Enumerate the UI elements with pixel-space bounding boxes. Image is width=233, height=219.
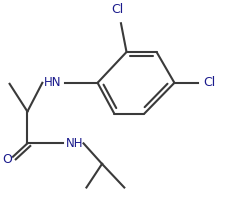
Text: Cl: Cl xyxy=(111,3,124,16)
Text: Cl: Cl xyxy=(203,76,216,89)
Text: NH: NH xyxy=(65,137,83,150)
Text: O: O xyxy=(2,153,12,166)
Text: HN: HN xyxy=(44,76,62,89)
